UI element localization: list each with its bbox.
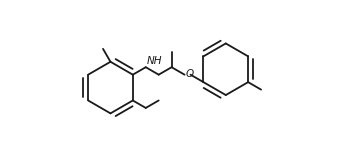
Text: NH: NH (147, 56, 162, 66)
Text: O: O (185, 69, 194, 79)
